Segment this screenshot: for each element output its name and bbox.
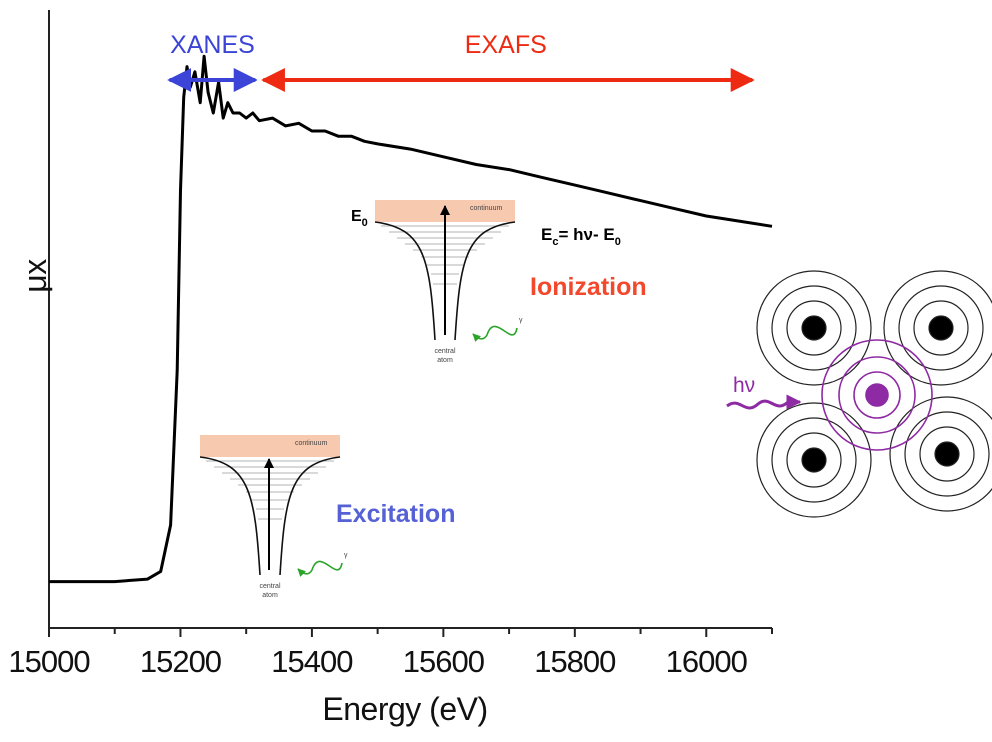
x-tick-label: 15800 bbox=[534, 644, 616, 679]
ionization-potential-diagram: continuum γ central atom bbox=[374, 200, 523, 364]
absorber-atom bbox=[821, 339, 933, 451]
central-atom-label-2: atom bbox=[437, 357, 453, 364]
x-tick-label: 15200 bbox=[140, 644, 222, 679]
axes bbox=[48, 10, 772, 629]
x-tick-label: 15600 bbox=[403, 644, 485, 679]
x-tick-label: 16000 bbox=[666, 644, 748, 679]
ionization-label: Ionization bbox=[530, 273, 647, 301]
central-atom-label-2: atom bbox=[262, 592, 278, 599]
excitation-label: Excitation bbox=[336, 500, 455, 528]
photon-arrow bbox=[472, 325, 518, 342]
neighbor-atom-bottom-left bbox=[756, 402, 872, 518]
continuum-label: continuum bbox=[295, 440, 327, 447]
gamma-label: γ bbox=[344, 552, 348, 559]
absorption-spectrum-line bbox=[49, 54, 773, 584]
continuum-band bbox=[200, 435, 340, 457]
ec-equation: Ec= hν- E0 bbox=[541, 225, 621, 248]
neighbor-atom-bottom-right bbox=[889, 396, 992, 512]
continuum-label: continuum bbox=[470, 205, 502, 212]
gamma-label: γ bbox=[519, 317, 523, 324]
x-tick-labels: 15000 15200 15400 15600 15800 16000 bbox=[8, 644, 748, 679]
y-axis-title: μx bbox=[17, 259, 53, 293]
excitation-potential-diagram: continuum γ central atom bbox=[199, 435, 348, 599]
central-atom-label-1: central bbox=[434, 348, 455, 355]
xanes-label: XANES bbox=[170, 31, 255, 59]
exafs-label: EXAFS bbox=[465, 31, 547, 59]
x-ticks bbox=[48, 628, 773, 637]
x-tick-label: 15400 bbox=[271, 644, 353, 679]
central-atom-label-1: central bbox=[259, 583, 280, 590]
x-axis-title: Energy (eV) bbox=[322, 691, 487, 727]
e0-label: E0 bbox=[351, 208, 368, 229]
potential-well bbox=[374, 221, 516, 341]
neighbor-atom-top-right bbox=[883, 270, 992, 386]
x-tick-label: 15000 bbox=[8, 644, 90, 679]
photon-arrow bbox=[297, 560, 343, 577]
hv-label: hν bbox=[733, 374, 755, 397]
scattering-atoms-diagram bbox=[726, 270, 992, 518]
incoming-photon-arrow bbox=[726, 394, 802, 410]
potential-well bbox=[199, 456, 341, 576]
neighbor-atom-top-left bbox=[756, 270, 872, 386]
